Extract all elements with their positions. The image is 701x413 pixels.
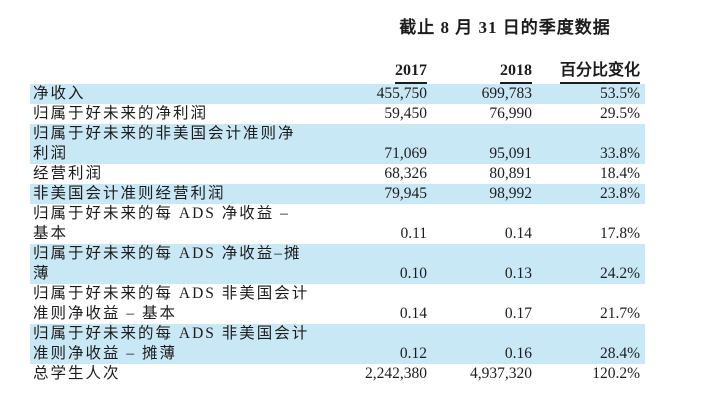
table-header-row: 2017 2018 百分比变化 <box>30 60 645 84</box>
value-2017: 79,945 <box>384 185 427 202</box>
table-row: 归属于好未来的每 ADS 非美国会计 准则净收益 – 基本 0.14 0.17 2… <box>30 284 645 324</box>
value-2018: 95,091 <box>489 145 532 162</box>
value-change: 18.4% <box>599 165 640 182</box>
value-2017: 0.14 <box>399 305 427 322</box>
value-change: 120.2% <box>592 365 640 382</box>
value-2018: 0.16 <box>504 345 532 362</box>
table-row: 归属于好未来的每 ADS 非美国会计 准则净收益 – 摊薄 0.12 0.16 2… <box>30 324 645 364</box>
table-row: 非美国会计准则经营利润 79,945 98,992 23.8% <box>30 184 645 204</box>
table-row: 净收入 455,750 699,783 53.5% <box>30 84 645 104</box>
row-label: 归属于好未来的每 ADS 非美国会计 准则净收益 – 基本 <box>33 285 310 322</box>
table-row: 经营利润 68,326 80,891 18.4% <box>30 164 645 184</box>
value-2017: 71,069 <box>384 145 427 162</box>
value-change: 17.8% <box>599 225 640 242</box>
column-header-2017: 2017 <box>352 61 427 84</box>
value-2017: 2,242,380 <box>365 365 427 382</box>
table-row: 归属于好未来的净利润 59,450 76,990 29.5% <box>30 104 645 124</box>
value-change: 53.5% <box>599 85 640 102</box>
value-2017: 455,750 <box>376 85 427 102</box>
value-2018: 98,992 <box>489 185 532 202</box>
value-2017: 0.12 <box>399 345 427 362</box>
value-2017: 59,450 <box>384 105 427 122</box>
row-label: 非美国会计准则经营利润 <box>33 185 226 202</box>
value-change: 21.7% <box>599 305 640 322</box>
value-change: 28.4% <box>599 345 640 362</box>
value-2017: 0.10 <box>399 265 427 282</box>
value-2018: 0.13 <box>504 265 532 282</box>
value-2018: 4,937,320 <box>470 365 532 382</box>
value-2017: 0.11 <box>400 225 427 242</box>
page-title: 截止 8 月 31 日的季度数据 <box>399 18 611 37</box>
header-spacer <box>30 60 352 84</box>
value-2018: 80,891 <box>489 165 532 182</box>
value-2018: 76,990 <box>489 105 532 122</box>
table-row: 归属于好未来的每 ADS 净收益 – 基本 0.11 0.14 17.8% <box>30 204 645 244</box>
value-change: 33.8% <box>599 145 640 162</box>
value-2017: 68,326 <box>384 165 427 182</box>
value-2018: 0.14 <box>504 225 532 242</box>
row-label: 净收入 <box>33 85 86 102</box>
row-label: 归属于好未来的每 ADS 净收益 – 基本 <box>33 205 290 242</box>
value-2018: 0.17 <box>504 305 532 322</box>
table-row: 总学生人次 2,242,380 4,937,320 120.2% <box>30 364 645 384</box>
table-row: 归属于好未来的非美国会计准则净 利润 71,069 95,091 33.8% <box>30 124 645 164</box>
row-label: 总学生人次 <box>33 365 121 382</box>
value-change: 24.2% <box>599 265 640 282</box>
financial-table: 2017 2018 百分比变化 净收入 455,750 699,783 53.5… <box>30 60 645 384</box>
row-label: 归属于好未来的非美国会计准则净 利润 <box>33 125 296 162</box>
value-change: 29.5% <box>599 105 640 122</box>
row-label: 归属于好未来的净利润 <box>33 105 209 122</box>
row-label: 归属于好未来的每 ADS 非美国会计 准则净收益 – 摊薄 <box>33 325 310 362</box>
value-change: 23.8% <box>599 185 640 202</box>
column-header-2018: 2018 <box>427 61 532 84</box>
row-label: 经营利润 <box>33 165 104 182</box>
value-2018: 699,783 <box>481 85 532 102</box>
row-label: 归属于好未来的每 ADS 净收益–摊薄 <box>33 245 302 282</box>
table-row: 归属于好未来的每 ADS 净收益–摊薄 0.10 0.13 24.2% <box>30 244 645 284</box>
column-header-change: 百分比变化 <box>532 61 645 84</box>
